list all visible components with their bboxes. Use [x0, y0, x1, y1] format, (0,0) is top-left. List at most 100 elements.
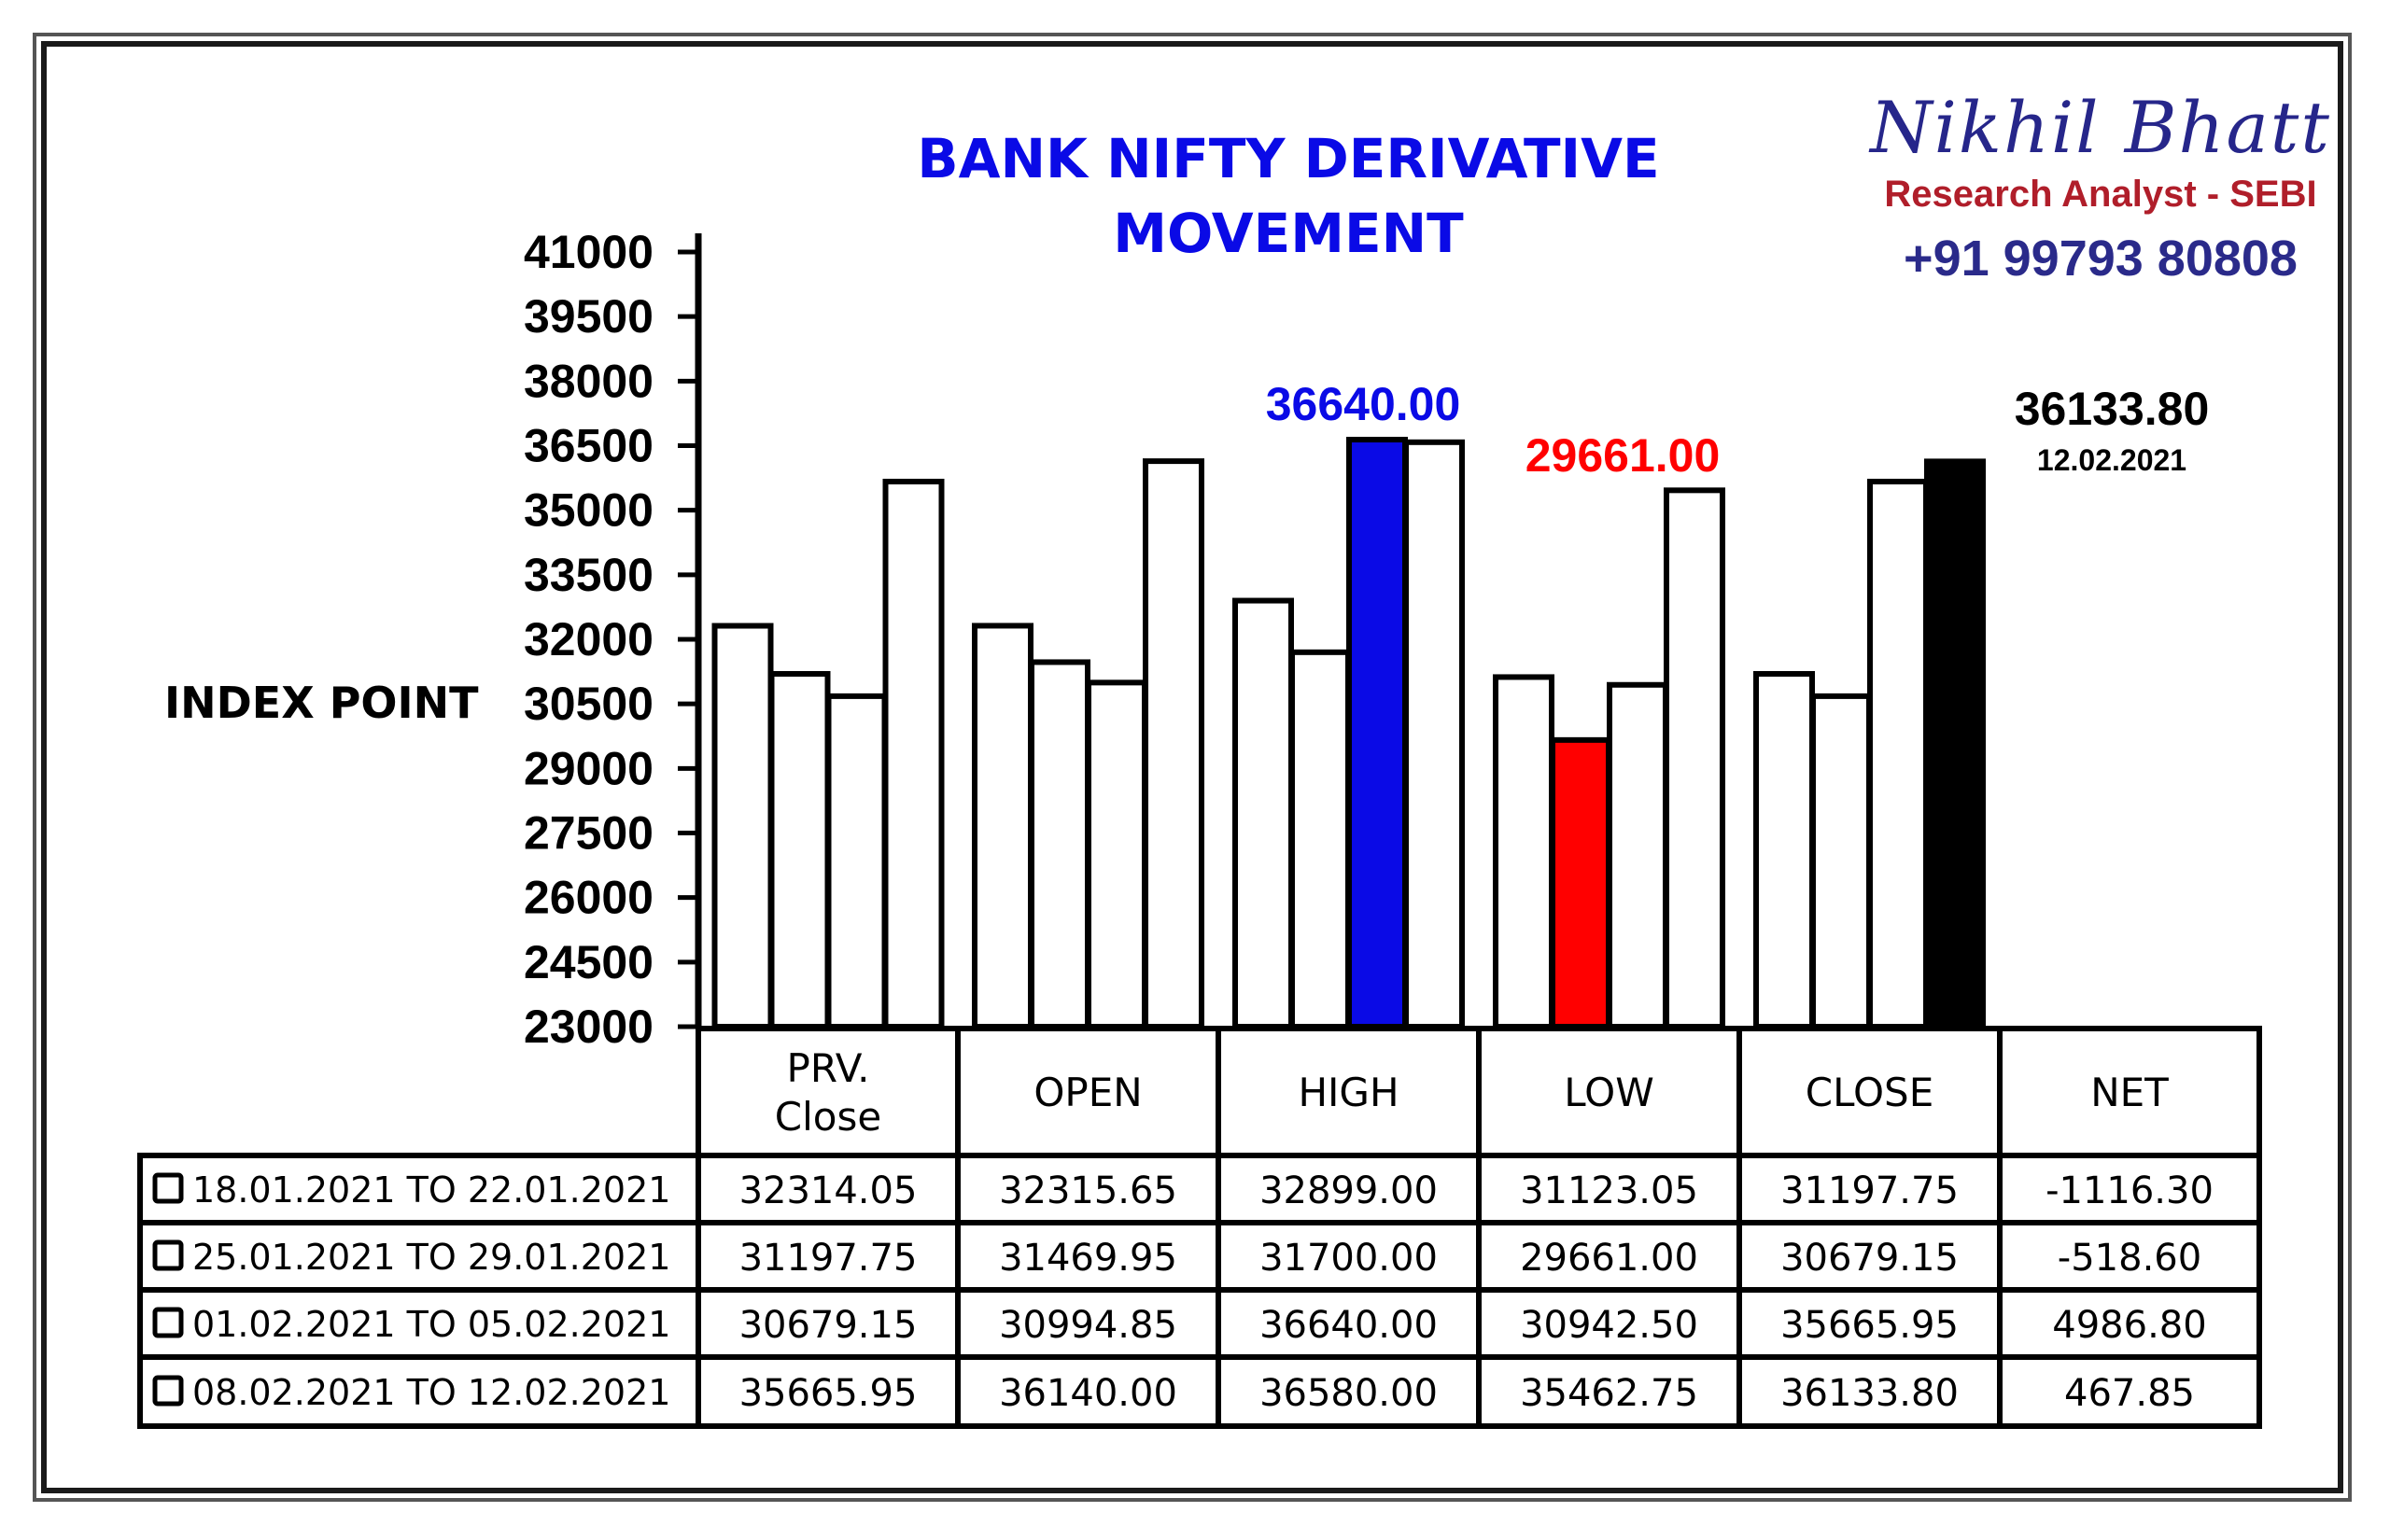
table-cell-value: -1116.30: [2046, 1169, 2214, 1212]
table-header-cell: [1736, 1026, 2003, 1158]
y-tick-label: 39500: [524, 290, 654, 343]
table-cell: [1736, 1153, 2003, 1225]
table-cell-value: 30679.15: [739, 1304, 918, 1347]
table-cell: [955, 1354, 1221, 1429]
table-row-label: 18.01.2021 TO 22.01.2021: [192, 1169, 670, 1211]
table-cell-value: -518.60: [2058, 1237, 2201, 1280]
table-cell-value: 32899.00: [1259, 1169, 1438, 1212]
bar-prv-close-2: [768, 670, 831, 1029]
bar-open-2: [1029, 659, 1090, 1030]
table-cell-value: 31197.75: [739, 1237, 918, 1280]
y-tick-label: 30500: [524, 678, 654, 730]
y-axis-label: INDEX POINT: [164, 678, 479, 728]
brand-role: Research Analyst - SEBI: [1884, 174, 2317, 215]
table-cell-value: 29661.00: [1520, 1237, 1698, 1280]
callouts: 36640.00 29661.00 36133.80 12.02.2021: [1266, 378, 2210, 482]
table-header-label: PRV.: [787, 1045, 870, 1091]
table-cell-value: 35665.95: [739, 1372, 918, 1415]
table-cell-value: 35462.75: [1520, 1372, 1698, 1415]
bar-close-1: [1753, 670, 1815, 1029]
callout-low: 29661.00: [1525, 429, 1721, 482]
table-header-label: NET: [2090, 1070, 2169, 1115]
y-tick-label: 26000: [524, 872, 654, 924]
table-cell-value: 32314.05: [739, 1169, 918, 1212]
bar-high-3: [1346, 437, 1408, 1029]
bar-low-4: [1664, 487, 1725, 1029]
y-tick-label: 32000: [524, 613, 654, 665]
y-tick-label: 27500: [524, 807, 654, 860]
bar-prv-close-4: [882, 478, 945, 1029]
table-cell: [1216, 1220, 1482, 1293]
table-header-label: LOW: [1564, 1070, 1654, 1115]
chart-title: BANK NIFTY DERIVATIVE MOVEMENT: [896, 121, 1680, 271]
chart-frame: [41, 41, 2343, 1493]
table-cell-value: 36640.00: [1259, 1304, 1438, 1347]
table-cell-value: 36133.80: [1780, 1372, 1959, 1415]
table-row-label: 25.01.2021 TO 29.01.2021: [192, 1237, 670, 1278]
table-cell-value: 36580.00: [1259, 1372, 1438, 1415]
bar-low-2: [1550, 736, 1611, 1029]
bar-close-2: [1810, 693, 1872, 1030]
table-header-cell: [955, 1026, 1221, 1158]
y-tick-label: 23000: [524, 1001, 654, 1053]
table-cell: [1736, 1287, 2003, 1360]
callout-close: 36133.80: [2015, 383, 2210, 435]
table-header-label: HIGH: [1298, 1070, 1399, 1115]
table-cell-value: 31123.05: [1520, 1169, 1698, 1212]
table-cell-value: 31700.00: [1259, 1237, 1438, 1280]
table-cell-value: 467.85: [2064, 1372, 2195, 1415]
bar-low-1: [1493, 674, 1554, 1029]
y-tick-label: 29000: [524, 742, 654, 794]
legend-swatch: [152, 1307, 184, 1338]
bar-low-3: [1607, 681, 1668, 1029]
legend-swatch: [152, 1375, 184, 1407]
table-cell: [1476, 1287, 1742, 1360]
table-row-label-cell: [137, 1354, 701, 1429]
y-tick-label: 36500: [524, 420, 654, 472]
table-cell-value: 30994.85: [999, 1304, 1177, 1347]
table-cell: [955, 1220, 1221, 1293]
legend-swatch: [152, 1239, 184, 1271]
y-tick-label: 24500: [524, 936, 654, 988]
table-row-label-cell: [137, 1220, 701, 1293]
chart-title-line1: BANK NIFTY DERIVATIVE: [917, 127, 1660, 190]
table-cell-value: 4986.80: [2052, 1304, 2206, 1347]
table-cell-value: 35665.95: [1780, 1304, 1959, 1347]
bar-open-3: [1086, 679, 1147, 1029]
table-cell-value: 31469.95: [999, 1237, 1177, 1280]
data-table: PRV.Close OPEN HIGH LOW CLOSE NET 18.01.2021 T…: [137, 1026, 2262, 1429]
legend-swatch: [152, 1172, 184, 1204]
table-cell: [696, 1354, 961, 1429]
y-tick-label: 33500: [524, 549, 654, 601]
table-header-label: OPEN: [1033, 1070, 1142, 1115]
table-cell-value: 31197.75: [1780, 1169, 1959, 1212]
callout-close-date: 12.02.2021: [2037, 443, 2186, 477]
callout-high: 36640.00: [1266, 378, 1461, 430]
y-tick-label: 38000: [524, 355, 654, 407]
brand-name: Nikhil Bhatt: [1870, 86, 2331, 169]
bar-high-1: [1232, 597, 1294, 1029]
bar-close-4: [1924, 458, 1986, 1030]
bar-high-4: [1403, 439, 1465, 1029]
table-cell-value: 32315.65: [999, 1169, 1177, 1212]
table-cell: [1997, 1220, 2262, 1293]
table-row-label-cell: [137, 1153, 701, 1225]
bars: [711, 437, 1986, 1030]
brand-phone: +91 99793 80808: [1904, 231, 2298, 287]
bar-prv-close-1: [711, 623, 774, 1029]
y-axis-ticks: 41000 39500 38000 36500 35000 33500 32000 30500…: [524, 226, 702, 1053]
table-row-label-cell: [137, 1287, 701, 1360]
table-header-label: CLOSE: [1806, 1070, 1933, 1115]
bar-close-3: [1867, 478, 1929, 1029]
table-row-label: 08.02.2021 TO 12.02.2021: [192, 1372, 670, 1413]
bar-prv-close-3: [825, 693, 888, 1030]
table-cell-value: 30942.50: [1520, 1304, 1698, 1347]
y-tick-label: 35000: [524, 484, 654, 537]
table-header-label: Close: [775, 1094, 881, 1140]
chart-title-line2: MOVEMENT: [1113, 202, 1464, 265]
table-header-cell: [1476, 1026, 1742, 1158]
table-cell-value: 36140.00: [999, 1372, 1177, 1415]
bar-high-2: [1289, 649, 1351, 1029]
bar-open-1: [972, 623, 1033, 1029]
